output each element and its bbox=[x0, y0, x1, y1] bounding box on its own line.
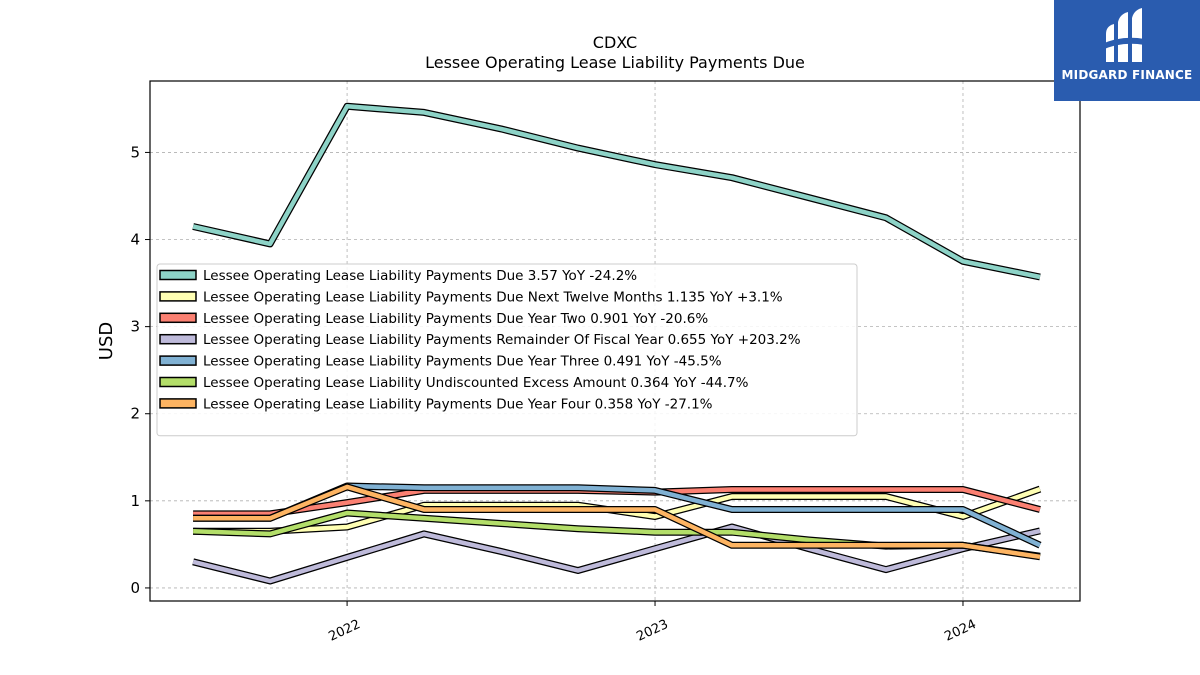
x-tick-label: 2023 bbox=[634, 617, 670, 645]
logo-text: MIDGARD FINANCE bbox=[1061, 68, 1193, 82]
x-axis: 2022 2023 2024 bbox=[326, 601, 979, 645]
series-line bbox=[193, 510, 1041, 559]
series-line bbox=[192, 104, 1041, 280]
y-tick-label: 2 bbox=[130, 405, 140, 423]
legend-entry: Lessee Operating Lease Liability Payment… bbox=[203, 289, 783, 305]
series-outline bbox=[192, 102, 1041, 281]
legend-swatch bbox=[159, 398, 197, 409]
legend-swatch bbox=[159, 376, 197, 388]
legend-swatch bbox=[159, 291, 197, 302]
y-axis-label: USD bbox=[96, 322, 117, 360]
legend-entry: Lessee Operating Lease Liability Payment… bbox=[203, 268, 637, 284]
legend-box bbox=[156, 263, 858, 437]
legend-entry: Lessee Operating Lease Liability Payment… bbox=[203, 354, 722, 370]
series-outline bbox=[192, 523, 1041, 585]
legend-swatch bbox=[159, 312, 197, 324]
legend-entry: Lessee Operating Lease Liability Payment… bbox=[203, 311, 708, 327]
y-tick-label: 3 bbox=[130, 318, 140, 336]
series-line bbox=[193, 484, 1041, 560]
x-tick-label: 2022 bbox=[326, 617, 362, 645]
x-tick-label: 2024 bbox=[942, 617, 978, 645]
plot-frame bbox=[149, 80, 1081, 602]
legend-entry: Lessee Operating Lease Liability Undisco… bbox=[203, 375, 749, 391]
legend-swatch bbox=[159, 269, 197, 281]
legend-entry: Lessee Operating Lease Liability Payment… bbox=[203, 396, 713, 412]
legend-swatch bbox=[159, 333, 197, 345]
y-tick-label: 5 bbox=[130, 143, 140, 161]
legend-swatch bbox=[159, 355, 197, 366]
y-tick-label: 1 bbox=[130, 492, 140, 510]
chart-subtitle: Lessee Operating Lease Liability Payment… bbox=[425, 53, 805, 72]
series-lines bbox=[192, 102, 1042, 585]
series-line bbox=[192, 524, 1041, 584]
chart-title: CDXC bbox=[593, 33, 637, 52]
legend: Lessee Operating Lease Liability Payment… bbox=[156, 263, 858, 437]
logo-mark-icon bbox=[1102, 8, 1150, 62]
y-axis: 0 1 2 3 4 5 bbox=[130, 143, 150, 597]
y-tick-label: 0 bbox=[130, 579, 140, 597]
brand-logo: MIDGARD FINANCE bbox=[1054, 0, 1200, 101]
legend-entry: Lessee Operating Lease Liability Payment… bbox=[203, 332, 801, 348]
y-tick-label: 4 bbox=[130, 231, 140, 249]
